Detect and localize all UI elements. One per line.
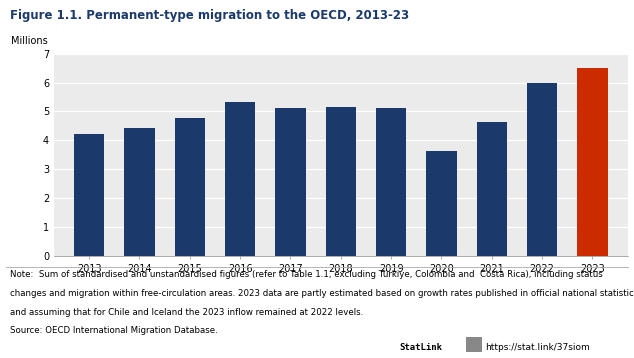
Bar [578,68,607,256]
Bar [74,134,104,256]
Bar [426,150,456,256]
Text: changes and migration within free-circulation areas. 2023 data are partly estima: changes and migration within free-circul… [10,289,634,298]
Text: Millions: Millions [11,35,48,45]
Bar [124,128,155,256]
Bar [225,102,256,256]
Bar [175,118,205,256]
Bar [326,107,356,256]
Bar [477,122,507,256]
Text: Source: OECD International Migration Database.: Source: OECD International Migration Dat… [10,326,217,335]
Bar [275,108,306,256]
Text: Figure 1.1. Permanent-type migration to the OECD, 2013-23: Figure 1.1. Permanent-type migration to … [10,9,409,22]
Text: Note:  Sum of standardised and unstandardised figures (refer to Table 1.1, exclu: Note: Sum of standardised and unstandard… [10,270,602,279]
Text: StatLink: StatLink [399,343,443,352]
Bar [376,108,406,256]
Bar [527,83,557,256]
Text: https://stat.link/37siom: https://stat.link/37siom [485,343,590,352]
Text: and assuming that for Chile and Iceland the 2023 inflow remained at 2022 levels.: and assuming that for Chile and Iceland … [10,308,363,316]
